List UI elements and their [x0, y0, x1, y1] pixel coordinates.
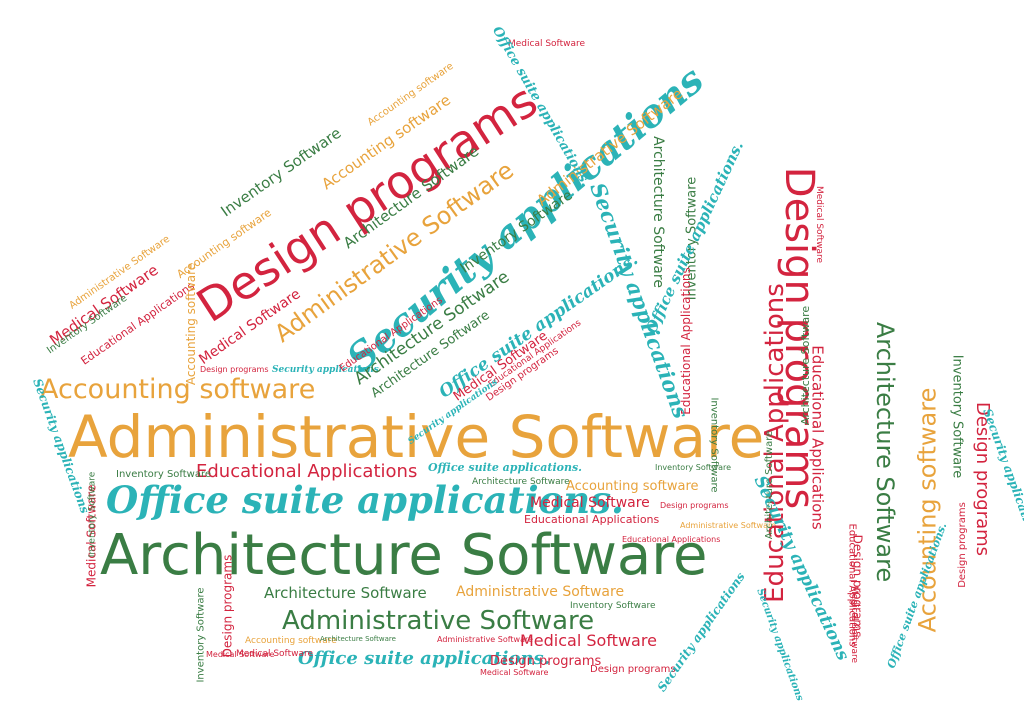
word-architecture-software-mid: Architecture Software [264, 584, 427, 602]
word-design-programs-left: Design programs [200, 365, 269, 374]
word-architecture-software-vertical-2: Architecture Software [649, 136, 666, 288]
word-administrative-software-tiny-2: Administrative Software [680, 521, 777, 530]
word-security-applications-steep: Security applications [654, 569, 748, 695]
word-design-programs-vertical-2: Design programs [220, 554, 235, 658]
word-architecture-software-tiny: Architecture Software [320, 635, 396, 643]
word-office-suite-small: Office suite applications. [428, 461, 582, 474]
word-accounting-software-vertical-2: Accounting software [184, 262, 199, 386]
word-design-programs-small: Design programs [490, 654, 602, 669]
word-inventory-software-vertical: Inventory Software [949, 354, 965, 479]
word-medical-software-top: Medical Software [508, 39, 586, 49]
word-architecture-software-vertical-3: Architecture Software [799, 305, 813, 426]
word-medical-software-tiny: Medical Software [236, 649, 314, 659]
word-office-suite-large: Office suite applications. [106, 478, 624, 522]
word-design-programs-tiny-2: Design programs [660, 501, 729, 510]
word-medical-software-tiny-3: Medical Software [206, 650, 275, 659]
word-security-applications-vertical: Security applications [585, 179, 694, 422]
word-accounting-software-tiny: Accounting software [245, 636, 337, 646]
word-design-programs-tiny: Design programs [590, 664, 676, 675]
word-security-applications-tiny: Security applications [272, 365, 379, 375]
word-administrative-software-tiny: Administrative Software [437, 635, 534, 644]
word-architecture-software-large: Architecture Software [100, 523, 708, 588]
word-educational-applications-medium: Educational Applications [196, 461, 418, 482]
word-administrative-software-mid: Administrative Software [282, 606, 595, 636]
word-medical-software-vertical-2: Medical Software [814, 185, 825, 264]
word-educational-applications-small: Educational Applications [524, 513, 660, 526]
word-inventory-software-vertical-5: Inventory Software [195, 587, 207, 683]
word-inventory-software-vertical-4: Inventory Software [87, 471, 98, 558]
word-administrative-software-large: Administrative Software [68, 403, 765, 471]
word-design-programs-vertical-3: Design programs [956, 502, 968, 588]
word-inventory-software-tiny-2: Inventory Software [655, 463, 732, 472]
word-architecture-software-vertical: Architecture Software [871, 321, 900, 583]
word-administrative-software-small: Administrative Software [456, 584, 625, 600]
word-inventory-software-tiny: Inventory Software [570, 601, 656, 611]
word-medical-software-mid: Medical Software [520, 631, 657, 650]
word-inventory-software-vertical-3: Inventory Software [708, 397, 720, 493]
word-security-applications-steep-4: Security applications [754, 587, 806, 703]
word-educational-applications-tiny: Educational Applications [622, 535, 721, 544]
word-accounting-software-medium: Accounting software [40, 374, 316, 405]
word-medical-software-small: Medical Software [530, 495, 650, 511]
word-office-suite-mid: Office suite applications. [298, 648, 550, 669]
word-architecture-software-small: Architecture Software [472, 477, 570, 487]
word-medical-software-tiny-2: Medical Software [480, 668, 549, 677]
word-inventory-software-small: Inventory Software [116, 469, 212, 480]
word-accounting-software-small: Accounting software [566, 479, 699, 494]
